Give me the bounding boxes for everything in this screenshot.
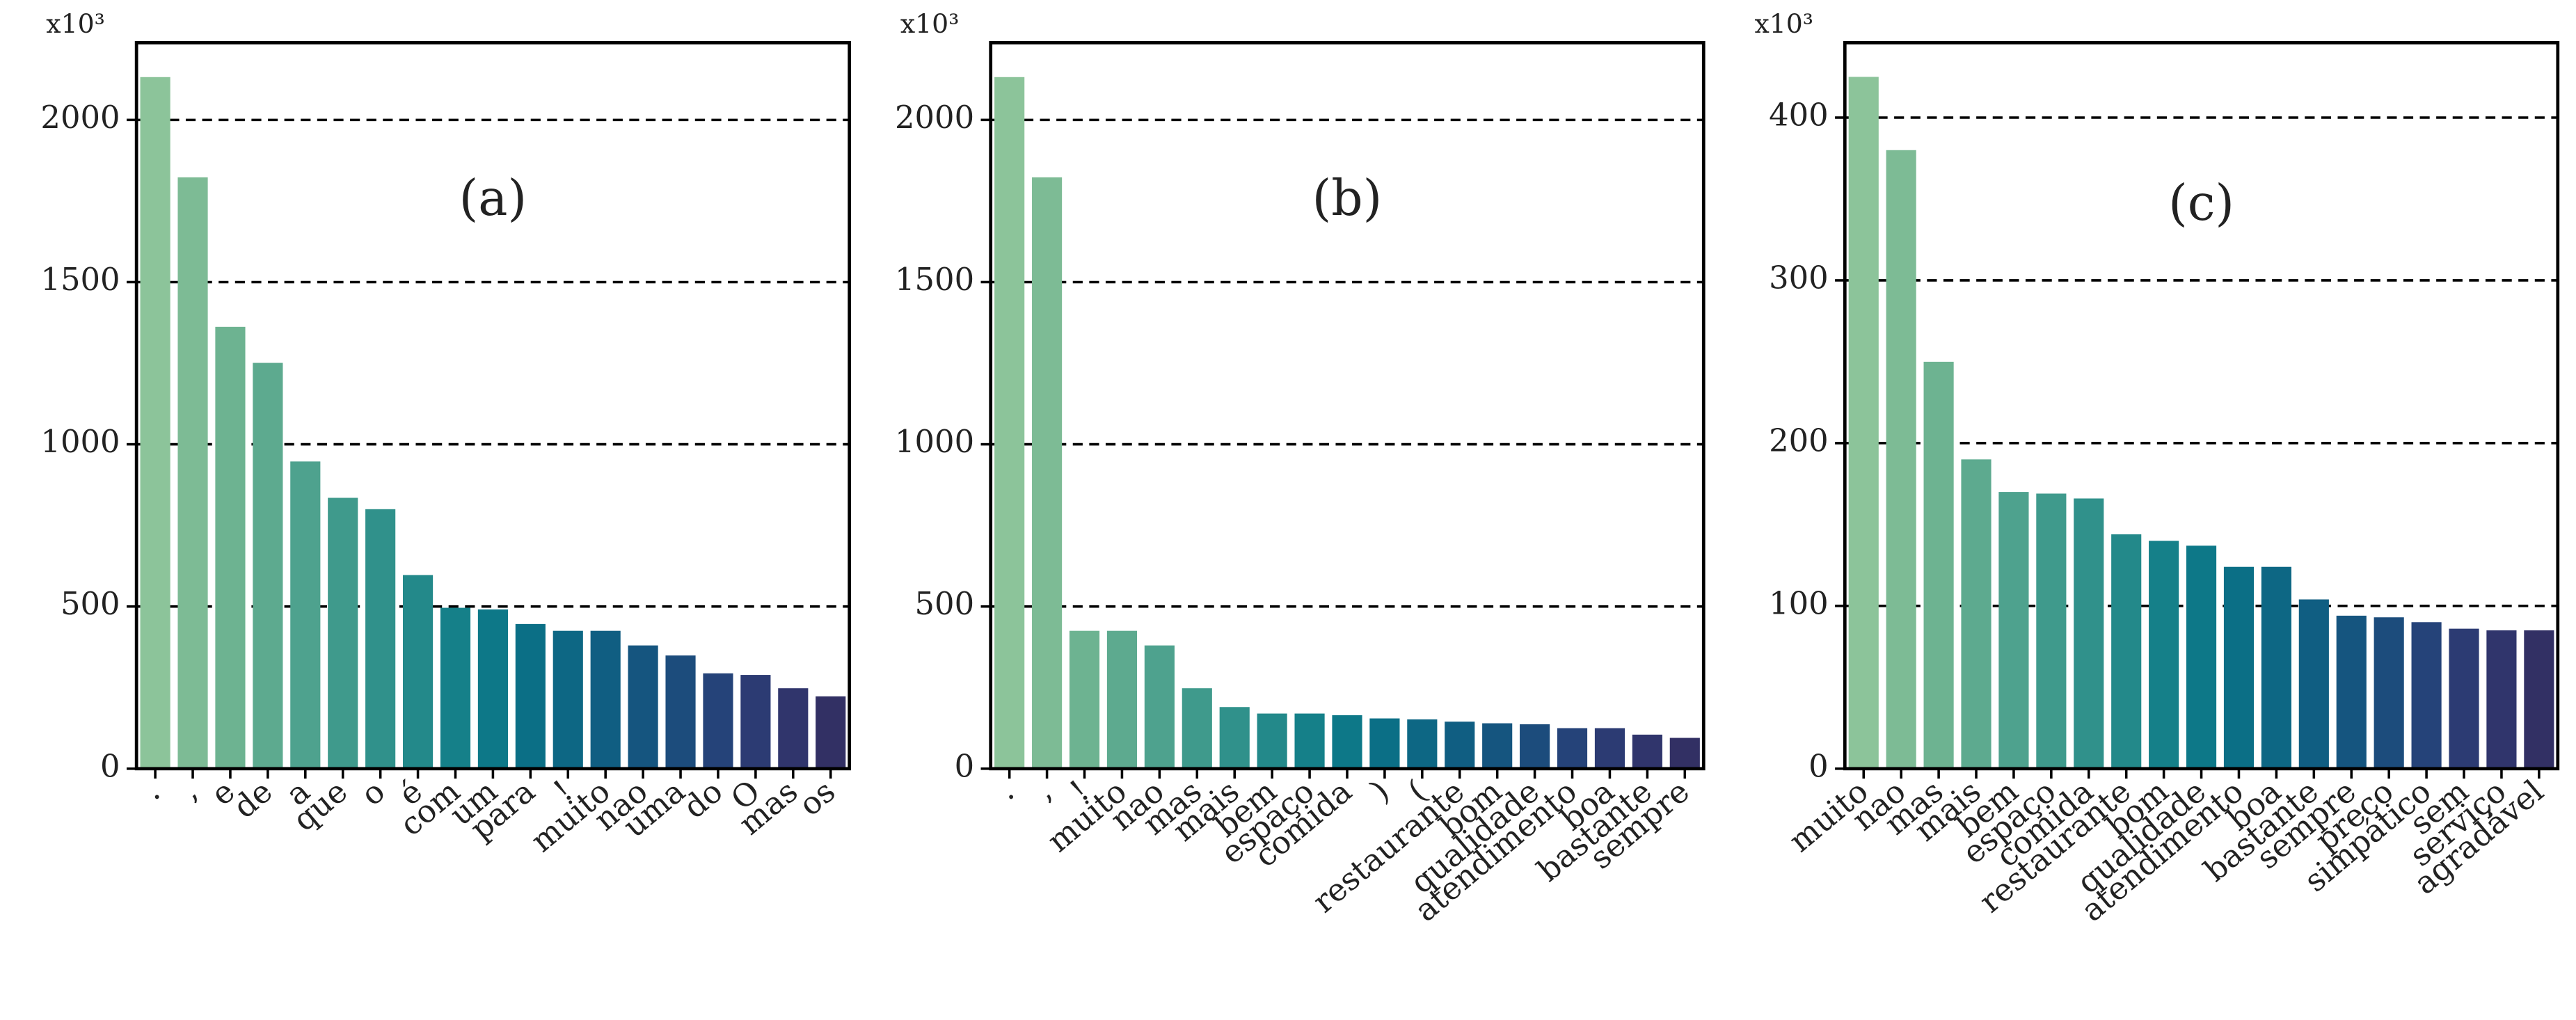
bar — [253, 362, 283, 769]
x-tick-label: de — [226, 772, 279, 825]
x-tick-label: o — [353, 772, 392, 813]
bar — [628, 645, 658, 769]
y-tick-label: 2000 — [895, 99, 974, 136]
y-tick-label: 2000 — [40, 99, 120, 136]
x-tick-label: , — [173, 772, 205, 807]
bar — [1257, 713, 1287, 769]
bar — [665, 655, 696, 769]
bar — [215, 326, 246, 769]
y-tick-label: 1500 — [895, 261, 974, 298]
y-tick-label: 100 — [1769, 584, 1829, 621]
bar — [1369, 718, 1400, 769]
axes-frame — [134, 41, 852, 771]
bar — [290, 461, 321, 769]
bar — [2449, 628, 2479, 769]
x-tick-label: os — [792, 772, 842, 823]
bar — [2036, 493, 2067, 769]
y-tick-label: 1500 — [40, 261, 120, 298]
y-tick-label: 1000 — [40, 423, 120, 460]
x-tick-label: . — [136, 772, 167, 807]
bar — [1219, 707, 1250, 769]
bar — [2223, 566, 2255, 769]
bar — [1069, 630, 1100, 769]
bar — [1294, 713, 1325, 769]
bar — [2411, 622, 2442, 769]
chart-title: (a) — [459, 169, 527, 227]
y-tick-label: 0 — [1808, 747, 1829, 784]
bar — [740, 675, 771, 769]
bar — [328, 497, 358, 769]
y-tick-label: 500 — [915, 585, 975, 622]
y-tick-label: 1000 — [895, 423, 974, 460]
chart-title: (c) — [2168, 174, 2234, 232]
bar — [590, 630, 621, 769]
y-tick-label: 500 — [61, 585, 120, 622]
bar — [140, 77, 170, 769]
multiplier: x10³ — [1754, 8, 1813, 39]
bar — [1557, 728, 1588, 769]
bar — [515, 623, 546, 769]
bar — [2111, 534, 2142, 769]
bar — [1032, 177, 1063, 769]
bar — [2298, 599, 2329, 769]
multiplier: x10³ — [900, 8, 959, 39]
bar — [1632, 734, 1662, 769]
bar — [2524, 630, 2554, 769]
bar — [2186, 545, 2217, 769]
bar — [1520, 724, 1550, 769]
x-tick-label: ) — [1363, 772, 1396, 808]
bar — [2336, 615, 2367, 769]
bar — [2486, 630, 2517, 769]
y-tick-label: 200 — [1769, 422, 1829, 459]
bar — [1961, 459, 1991, 769]
bar — [2261, 566, 2291, 769]
bar — [403, 575, 434, 769]
bar — [1445, 722, 1475, 769]
bar — [1144, 645, 1175, 769]
bar — [2374, 617, 2404, 769]
axes-frame — [989, 41, 1706, 771]
y-tick-label: 0 — [955, 747, 975, 784]
y-tick-label: 300 — [1769, 259, 1829, 296]
bar — [477, 609, 508, 769]
bar — [2149, 541, 2179, 769]
bar — [177, 177, 208, 769]
multiplier: x10³ — [46, 8, 105, 39]
bar — [552, 630, 583, 769]
bar — [1182, 688, 1212, 769]
bar — [1106, 630, 1138, 769]
bar — [440, 607, 471, 769]
x-tick-label: do — [676, 772, 730, 825]
bar — [1407, 719, 1438, 769]
y-tick-label: 0 — [100, 747, 120, 784]
bar — [1998, 492, 2029, 769]
bar — [2074, 498, 2104, 769]
bar — [1886, 150, 1916, 769]
axes-frame — [1843, 41, 2560, 771]
bar — [994, 77, 1025, 769]
bar — [816, 696, 846, 769]
bar — [1923, 361, 1954, 769]
x-tick-label: , — [1027, 772, 1058, 807]
bar — [1482, 723, 1513, 769]
x-tick-label: . — [989, 772, 1021, 807]
y-tick-label: 400 — [1769, 96, 1829, 133]
bar — [1669, 738, 1700, 769]
bar — [1332, 715, 1362, 769]
bar — [1848, 77, 1879, 769]
bar — [365, 509, 396, 769]
bar — [778, 688, 809, 769]
bar — [1594, 728, 1625, 769]
bar — [703, 673, 733, 769]
chart-title: (b) — [1312, 169, 1383, 227]
